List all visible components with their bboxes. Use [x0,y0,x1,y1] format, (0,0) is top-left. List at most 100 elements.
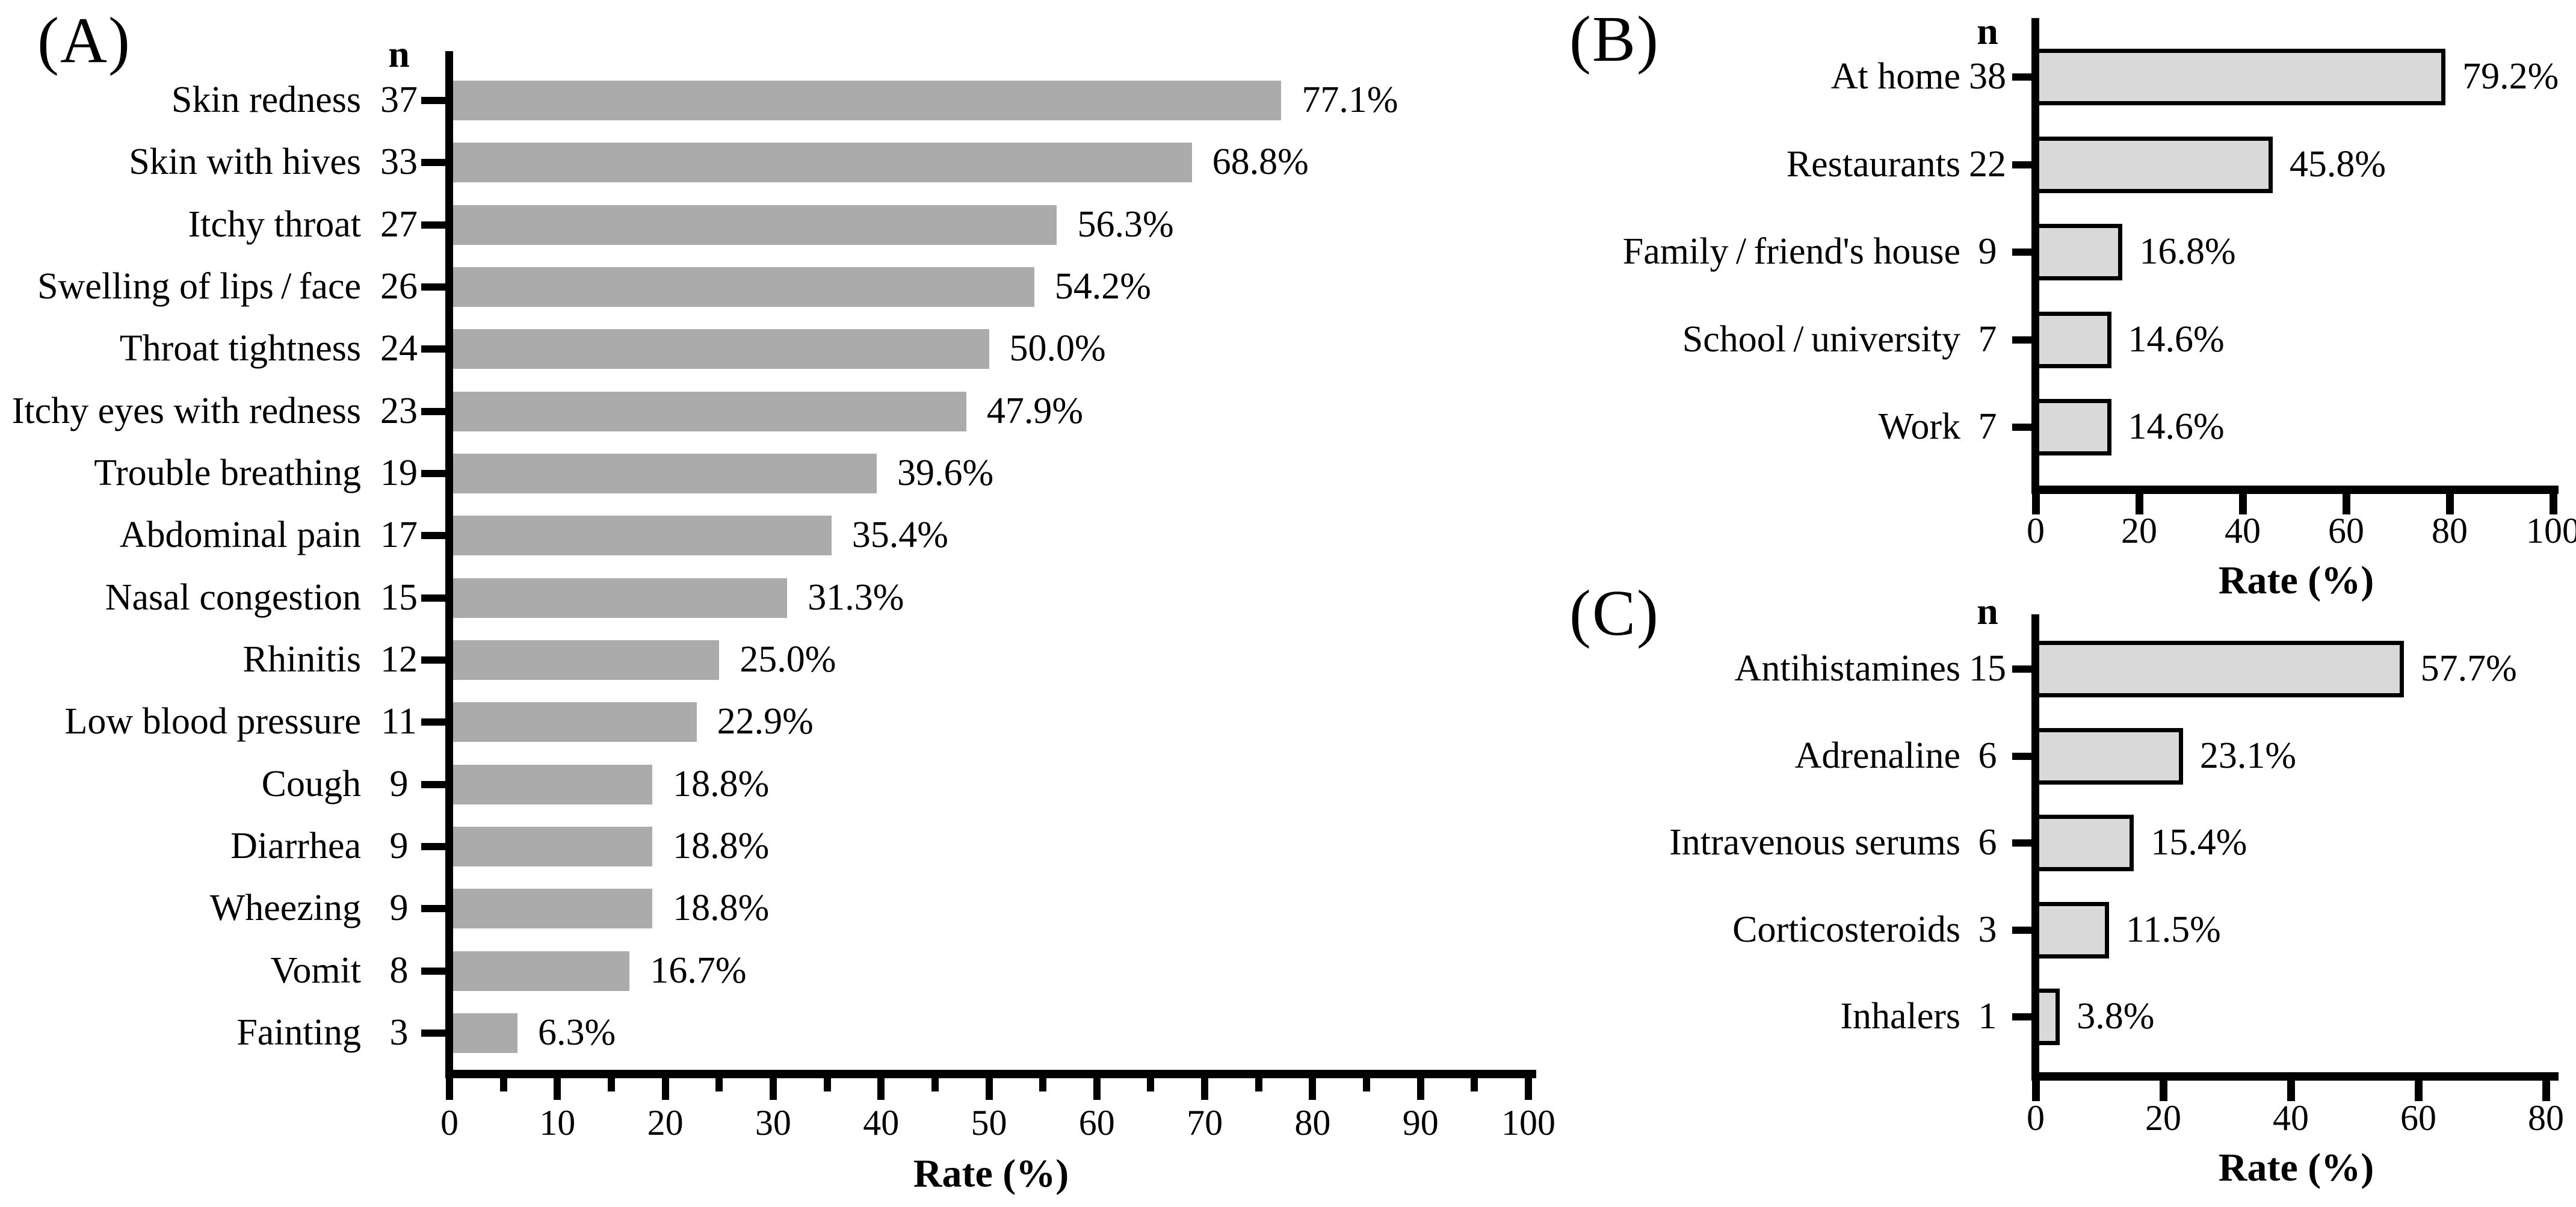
category-label: Swelling of lips / face [37,265,361,307]
x-tick-label: 20 [2121,511,2157,551]
x-axis-line [2031,486,2559,494]
category-label: Antihistamines [1734,648,1960,689]
bar [449,267,1034,307]
category-tick-mark [2012,73,2031,81]
category-label: Adrenaline [1794,735,1960,776]
n-value: 8 [389,949,409,991]
x-tick-minor [1363,1078,1371,1091]
category-label: Low blood pressure [64,701,361,742]
x-tick-minor [715,1078,723,1091]
n-value: 22 [1969,143,2006,185]
n-value: 27 [380,203,418,245]
percent-label: 22.9% [717,701,814,742]
category-label: Vomit [270,949,361,991]
category-tick-mark [421,1029,445,1037]
category-label: Itchy throat [188,203,361,245]
bar [2031,136,2273,193]
x-tick-label: 70 [1187,1103,1223,1143]
percent-label: 45.8% [2289,143,2386,185]
bar [449,764,653,804]
n-value: 19 [380,452,418,493]
category-label: Diarrhea [230,825,361,866]
n-value: 37 [380,79,418,120]
x-tick-major [985,1078,993,1100]
percent-label: 16.7% [650,949,747,991]
x-tick-label: 60 [2400,1098,2436,1138]
x-tick-major [1416,1078,1424,1100]
n-value: 3 [389,1011,409,1053]
category-label: Intravenous serums [1669,822,1960,863]
percent-label: 47.9% [986,390,1083,431]
bar [449,81,1282,120]
category-tick-mark [2012,161,2031,168]
n-value: 26 [380,265,418,307]
percent-label: 3.8% [2077,996,2155,1037]
x-tick-major [2414,1081,2423,1101]
n-value: 15 [1969,648,2006,689]
x-tick-label: 40 [2273,1098,2309,1138]
bar [449,578,788,618]
x-axis-line [445,1070,1536,1078]
x-axis-title: Rate (%) [2218,558,2374,602]
percent-label: 11.5% [2125,909,2221,950]
x-tick-label: 20 [2145,1098,2181,1138]
panel-letter: (A) [37,5,131,76]
bar [449,826,653,866]
category-label: Fainting [236,1011,361,1053]
percent-label: 54.2% [1054,265,1151,307]
n-value: 9 [1978,231,1997,272]
x-axis-title: Rate (%) [2218,1146,2374,1190]
x-tick-major [1201,1078,1209,1100]
percent-label: 16.8% [2139,231,2236,272]
category-tick-mark [2012,839,2031,847]
category-tick-mark [421,718,445,726]
category-label: Wheezing [209,887,361,929]
category-tick-mark [2012,336,2031,344]
bar [449,951,630,991]
n-value: 33 [380,141,418,183]
bar [2031,311,2111,368]
percent-label: 6.3% [537,1011,616,1053]
category-tick-mark [421,780,445,788]
x-tick-label: 0 [440,1103,459,1143]
category-tick-mark [421,97,445,104]
bar [449,143,1192,183]
n-column-header: n [1977,10,1998,52]
percent-label: 35.4% [851,514,948,556]
category-tick-mark [421,345,445,353]
x-tick-major [2135,494,2143,514]
x-tick-label: 100 [1501,1103,1555,1143]
x-tick-label: 100 [2526,511,2576,551]
percent-label: 14.6% [2128,318,2225,360]
bar [449,516,832,556]
x-tick-label: 60 [2328,511,2364,551]
category-label: Corticosteroids [1732,909,1960,950]
x-tick-minor [607,1078,615,1091]
n-value: 6 [1978,735,1997,776]
n-value: 7 [1978,318,1997,360]
category-label: School / university [1682,318,1960,360]
category-tick-mark [421,469,445,477]
panel-letter: (B) [1569,4,1660,75]
bar [2031,727,2183,785]
category-label: Restaurants [1786,143,1960,185]
percent-label: 14.6% [2128,406,2225,447]
x-tick-major [769,1078,777,1100]
bar [449,205,1057,245]
bar [449,453,877,493]
x-tick-label: 20 [647,1103,684,1143]
category-label: Cough [261,763,361,804]
x-axis-title: Rate (%) [913,1152,1069,1196]
percent-label: 68.8% [1212,141,1309,183]
bar [2031,901,2109,958]
n-value: 1 [1978,996,1997,1037]
x-tick-major [2238,494,2247,514]
y-axis-line [2031,614,2039,1081]
n-column-header: n [388,32,410,75]
bar [2031,641,2404,697]
x-tick-major [2549,494,2557,514]
n-value: 38 [1969,56,2006,97]
x-tick-major [1309,1078,1317,1100]
x-tick-minor [499,1078,507,1091]
